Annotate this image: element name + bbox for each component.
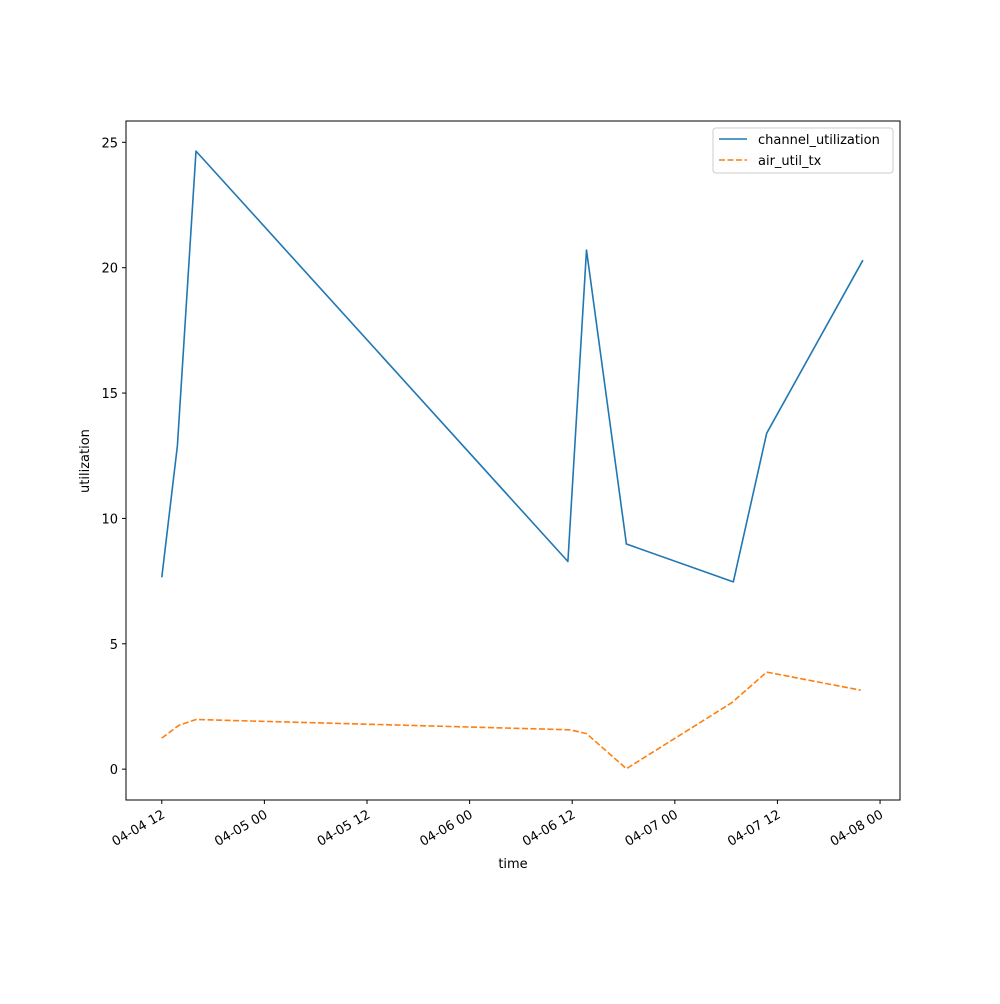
series-line-channel-utilization [161, 150, 864, 583]
plot-layer [161, 150, 864, 770]
y-tick-label: 20 [101, 262, 118, 277]
legend-label-air-util-tx: air_util_tx [758, 154, 822, 169]
plot-frame [125, 120, 901, 801]
y-tick-label: 10 [101, 512, 118, 527]
y-tick-label: 25 [101, 136, 118, 151]
y-tick-label: 15 [101, 387, 118, 402]
legend: channel_utilization air_util_tx [712, 127, 894, 174]
y-tick-label: 5 [110, 638, 118, 653]
legend-label-channel-utilization: channel_utilization [758, 133, 880, 148]
legend-box [712, 127, 894, 174]
y-axis-ticks: 0 5 10 15 20 25 [101, 136, 126, 778]
series-line-air-util-tx [161, 671, 861, 770]
x-axis-label: time [498, 857, 527, 872]
y-tick-label: 0 [110, 763, 118, 778]
y-axis-label: utilization [78, 429, 93, 493]
